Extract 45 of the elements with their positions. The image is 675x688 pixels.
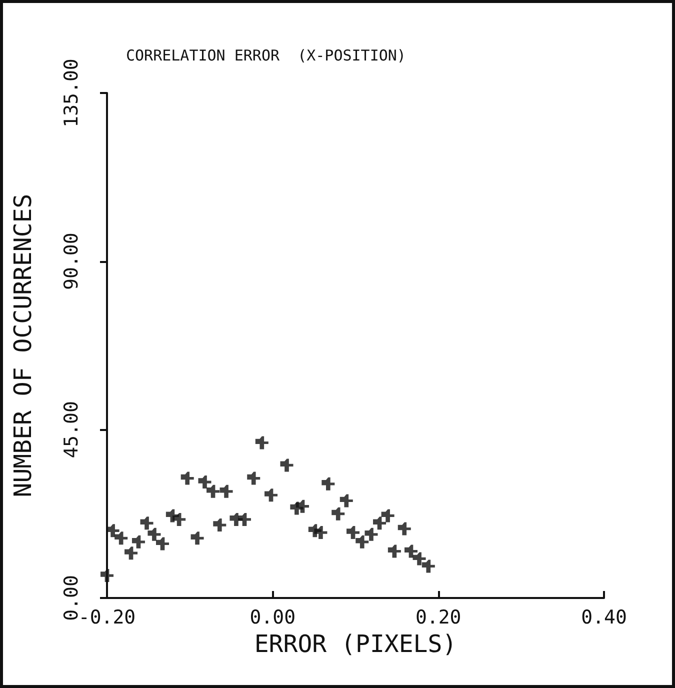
point [322,477,335,490]
point [388,544,401,558]
point [180,472,194,485]
point [255,436,268,450]
point [422,560,435,573]
point [206,484,220,498]
y-tick-label: 135.00 [60,58,82,128]
point [190,532,204,545]
point [264,488,278,502]
point [398,522,411,536]
x-tick-label: 0.00 [250,606,296,628]
point [296,500,309,513]
point [280,458,294,472]
point [340,494,353,508]
x-axis-title: ERROR (PIXELS) [254,630,457,658]
point [106,524,120,538]
point [213,518,226,532]
point [314,526,328,540]
x-tick-label: 0.40 [581,606,627,628]
point [247,472,260,485]
point [156,537,169,550]
y-axis-title: NUMBER OF OCCURRENCES [9,194,37,498]
point [238,512,252,526]
point [148,528,161,541]
point [132,535,145,548]
point [332,507,345,520]
point [356,535,369,548]
point [404,544,418,558]
point [198,476,212,489]
point [220,484,233,498]
point [381,509,394,522]
point [346,526,360,540]
y-tick-label: 45.00 [60,401,82,458]
point [364,528,378,541]
y-tick-label: 90.00 [60,232,82,290]
point [124,546,138,560]
point [100,569,114,582]
x-tick-label: -0.20 [78,606,136,628]
point [373,516,386,530]
x-tick-label: 0.20 [415,606,462,628]
chart-title: CORRELATION ERROR (X-POSITION) [126,46,406,64]
point [172,512,186,526]
point [412,552,426,566]
point [140,516,154,530]
point [114,532,128,545]
